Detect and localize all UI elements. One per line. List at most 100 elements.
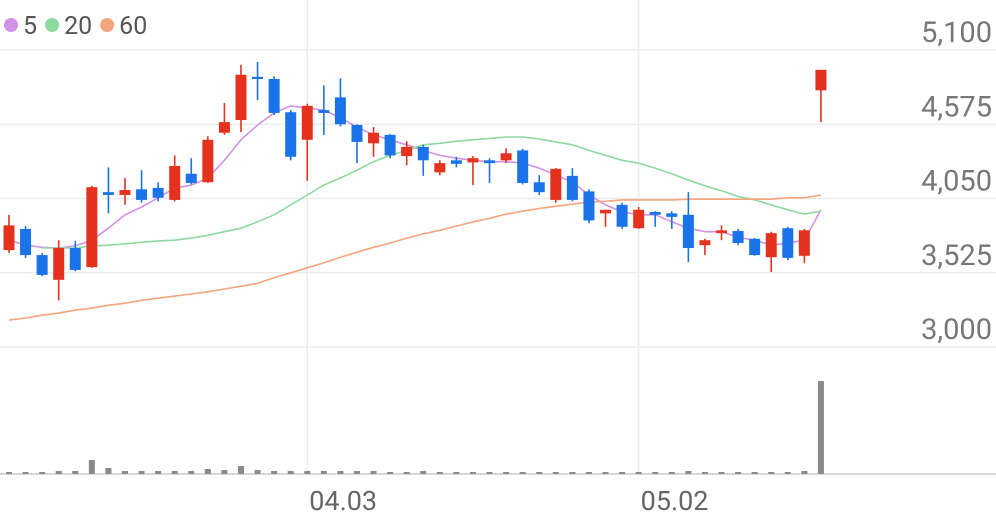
candle — [119, 177, 131, 205]
candle — [566, 168, 578, 202]
candle-body — [649, 211, 661, 215]
candle — [252, 62, 264, 101]
candle — [716, 225, 728, 241]
y-tick-label: 3,000 — [921, 313, 992, 347]
volume-bar — [735, 472, 742, 474]
volume-bar — [22, 472, 29, 474]
candle — [550, 168, 562, 203]
candle-body — [666, 213, 678, 217]
volume-bar — [701, 472, 708, 474]
candle-body — [732, 231, 744, 244]
volume-bar — [519, 472, 526, 474]
candle-body — [252, 76, 264, 79]
candle — [384, 134, 396, 159]
candle-body — [268, 78, 280, 113]
volume-bar — [503, 472, 510, 474]
candle — [334, 78, 346, 127]
candle-body — [533, 182, 545, 193]
volume-bar — [254, 470, 261, 474]
volume-bar — [320, 471, 327, 474]
candle-body — [500, 153, 512, 161]
volume-bar — [420, 471, 427, 474]
volume-bar — [353, 471, 360, 474]
candle-body — [169, 165, 181, 200]
candle-body — [616, 204, 628, 227]
candle-body — [86, 187, 98, 268]
candle-body — [434, 163, 446, 173]
volume-bar — [784, 472, 791, 474]
candle-body — [550, 168, 562, 200]
candle-body — [633, 209, 645, 229]
candle — [351, 124, 363, 164]
volume-bar — [237, 466, 244, 474]
volume-bar — [469, 472, 476, 474]
candle-body — [334, 97, 346, 125]
candle-body — [815, 69, 827, 91]
candle-body — [782, 228, 794, 258]
y-tick-label: 4,050 — [921, 165, 992, 199]
volume-bar — [370, 471, 377, 474]
candle-body — [417, 146, 429, 161]
candle-body — [699, 240, 711, 246]
candle — [815, 69, 827, 123]
candle-body — [235, 74, 247, 121]
candle — [185, 158, 197, 185]
volume-bar — [39, 472, 46, 474]
candle-body — [384, 134, 396, 156]
volume-bar — [221, 470, 228, 474]
x-tick-label: 05.02 — [641, 485, 709, 517]
candle — [20, 226, 32, 258]
candle-body — [102, 192, 114, 195]
volume-bar — [817, 381, 824, 474]
volume-bar — [403, 472, 410, 474]
candle-body — [450, 160, 462, 164]
volume-bar — [304, 471, 311, 474]
candle-body — [36, 255, 48, 275]
candle — [218, 103, 230, 135]
volume-bar — [768, 472, 775, 474]
candle-body — [53, 248, 65, 280]
moving-average-line — [8, 105, 822, 249]
candle-body — [484, 160, 496, 164]
volume-bar — [55, 471, 62, 474]
candle — [3, 214, 15, 253]
volume-bar — [387, 472, 394, 474]
volume-bar — [88, 460, 95, 474]
candle-body — [517, 150, 529, 183]
y-tick-label: 4,575 — [921, 90, 992, 124]
candle-body — [583, 191, 595, 221]
candle — [202, 136, 214, 183]
volume-bar — [6, 472, 12, 474]
candle — [649, 211, 661, 227]
volume-bar — [685, 471, 692, 474]
legend-dot — [100, 18, 115, 32]
candle-body — [716, 230, 728, 234]
volume-bar — [602, 472, 609, 474]
volume-bar — [436, 472, 443, 474]
candle — [235, 64, 247, 133]
volume-bar — [668, 472, 675, 474]
candle — [152, 182, 164, 202]
candle — [36, 252, 48, 277]
candle — [102, 167, 114, 214]
candle — [484, 158, 496, 183]
volume-bar — [105, 468, 112, 474]
volume-bar — [718, 472, 725, 474]
volume-bar — [188, 471, 195, 474]
volume-bar — [155, 471, 162, 474]
volume-bar — [652, 472, 659, 474]
candle — [86, 185, 98, 268]
candle-body — [351, 124, 363, 142]
volume-bar — [337, 471, 344, 474]
candle-body — [467, 158, 479, 163]
candle-body — [566, 175, 578, 200]
legend-label: 5 — [23, 12, 37, 41]
volume-bar — [138, 471, 145, 474]
candle — [467, 156, 479, 186]
candle-body — [765, 233, 777, 258]
candle — [301, 103, 313, 181]
candle — [136, 170, 148, 203]
candle-body — [185, 173, 197, 183]
candle — [450, 156, 462, 168]
legend-dot — [4, 18, 18, 32]
